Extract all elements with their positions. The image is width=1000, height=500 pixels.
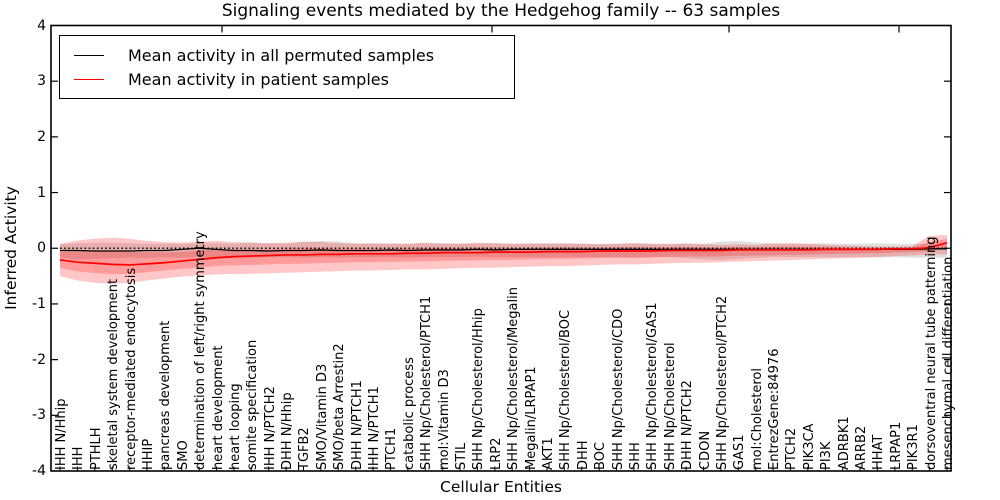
x-tick-label: IHH N/PTCH2 (262, 385, 278, 470)
x-tick-label: PTCH2 (784, 427, 800, 470)
legend-item-permuted: Mean activity in all permuted samples (74, 43, 504, 67)
x-tick-label: PIK3R1 (906, 423, 922, 470)
x-tick-label: SHH Np/Cholesterol/PTCH2 (714, 295, 730, 470)
y-tick-label: -2 (32, 351, 46, 368)
x-tick-label: PTCH1 (384, 427, 400, 470)
x-tick-label: receptor-mediated endocytosis (123, 267, 139, 470)
x-tick-label: PTHLH (88, 426, 104, 470)
patient-band-outer (60, 234, 947, 284)
x-tick-label: catabolic process (401, 356, 417, 470)
x-tick-label: SHH Np/Cholesterol/Megalin (506, 286, 522, 470)
y-tick-label: 2 (37, 128, 46, 145)
x-tick-label: DHH N/Hhip (280, 391, 296, 470)
x-tick-label: BOC (593, 441, 609, 470)
x-tick-label: STIL (454, 442, 470, 470)
x-tick-label: ADRBK1 (836, 415, 852, 470)
x-tick-label: SHH Np/Cholesterol (662, 341, 678, 470)
x-tick-label: IHH (71, 446, 87, 470)
x-tick-label: pancreas development (158, 320, 174, 470)
legend: Mean activity in all permuted samples Me… (59, 35, 515, 99)
permuted-line-sample (74, 54, 104, 56)
x-tick-label: DHH (575, 439, 591, 470)
legend-label-patient: Mean activity in patient samples (128, 69, 389, 89)
x-tick-label: LRP2 (488, 437, 504, 470)
x-tick-label: SMO (175, 439, 191, 470)
x-tick-label: LRPAP1 (888, 421, 904, 470)
x-tick-label: AKT1 (540, 436, 556, 470)
x-tick-label: heart looping (227, 382, 243, 470)
x-tick-label: mol:Cholesterol (749, 367, 765, 470)
x-tick-label: SHH Np/Cholesterol/BOC (558, 309, 574, 470)
x-tick-label: TGFB2 (297, 426, 313, 470)
y-tick-label: 3 (37, 73, 46, 90)
x-tick-label: IHH N/PTCH1 (367, 385, 383, 470)
x-tick-label: Megalin/LRPAP1 (523, 365, 539, 470)
x-tick-label: CDON (697, 430, 713, 470)
x-tick-label: DHH N/PTCH2 (680, 379, 696, 470)
legend-label-permuted: Mean activity in all permuted samples (128, 45, 435, 65)
chart-title: Signaling events mediated by the Hedgeho… (221, 1, 781, 21)
x-tick-label: skeletal system development (106, 278, 122, 470)
x-tick-label: dorsoventral neural tube patterning (923, 236, 939, 470)
x-tick-label: SMO/Vitamin D3 (314, 363, 330, 470)
x-tick-label: SHH (627, 441, 643, 470)
y-tick-label: 4 (37, 17, 46, 34)
y-tick-label: 0 (37, 240, 46, 257)
x-tick-label: PIK3CA (801, 423, 817, 470)
x-tick-label: somite specification (245, 339, 261, 470)
x-tick-label: IHH N/Hhip (54, 398, 69, 470)
x-tick-label: heart development (210, 344, 226, 470)
patient-line-sample (74, 78, 104, 80)
y-tick-label: 1 (37, 184, 46, 201)
x-tick-label: SMO/beta Arrestin2 (332, 342, 348, 470)
patient-mean-line (59, 241, 948, 266)
x-tick-label: HHIP (140, 438, 156, 470)
x-tick-label: GAS1 (732, 434, 748, 470)
x-tick-label: SHH Np/Cholesterol/Hhip (471, 307, 487, 470)
x-tick-label: SHH Np/Cholesterol/CDO (610, 308, 626, 470)
x-tick-label: DHH N/PTCH1 (349, 379, 365, 470)
y-tick-label: -3 (32, 407, 46, 424)
x-tick-label: SHH Np/Cholesterol/PTCH1 (419, 295, 435, 470)
x-tick-label: EntrezGene:84976 (767, 348, 783, 470)
x-tick-label: SHH Np/Cholesterol/GAS1 (645, 301, 661, 470)
x-tick-label: ARRB2 (854, 425, 870, 470)
y-tick-label: -1 (32, 295, 46, 312)
x-tick-label: determination of left/right symmetry (193, 230, 209, 470)
x-tick-label: mesenchymal cell differentiation (941, 256, 956, 470)
legend-item-patient: Mean activity in patient samples (74, 67, 504, 91)
x-axis-label: Cellular Entities (440, 478, 562, 496)
x-tick-label: mol:Vitamin D3 (436, 368, 452, 470)
y-tick-label: -4 (32, 463, 46, 479)
x-tick-label: PI3K (819, 441, 835, 470)
x-tick-label: HHAT (871, 434, 887, 470)
